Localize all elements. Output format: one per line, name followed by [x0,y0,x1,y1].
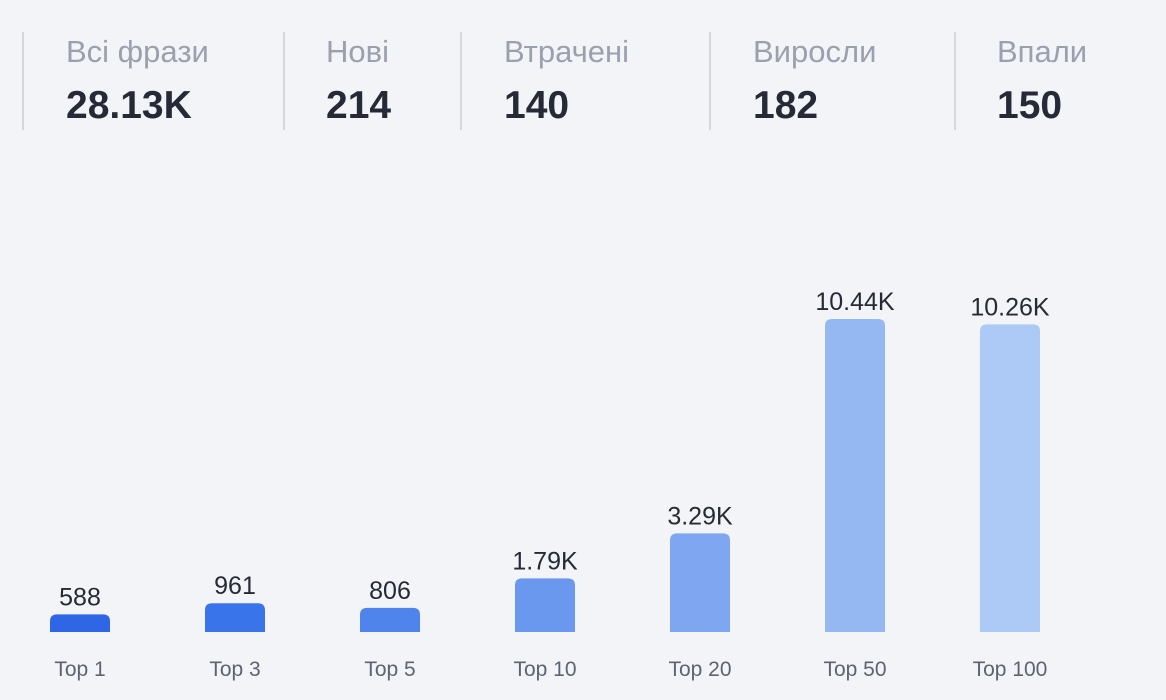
category-label: Top 5 [364,658,415,681]
category-label: Top 100 [973,658,1048,681]
stat-all-phrases[interactable]: Всі фрази 28.13K [22,32,284,130]
bar-top-5[interactable] [360,607,420,632]
category-label: Top 10 [513,658,576,681]
stat-value: 214 [326,84,392,127]
bar-value-label: 961 [214,572,256,600]
category-label: Top 20 [668,658,731,681]
positions-bar-chart: 588 Top 1 961 Top 3 806 Top 5 1.79K Top 10 3.29K… [50,288,1050,681]
category-label: Top 3 [209,658,260,681]
category-label: Top 50 [823,658,886,681]
bar-top-10[interactable] [515,578,575,632]
bar-value-label: 1.79K [512,547,578,575]
stat-declined[interactable]: Впали 150 [954,32,1154,130]
stat-improved[interactable]: Виросли 182 [709,32,955,130]
stat-value: 150 [997,84,1063,127]
bar-value-label: 588 [59,583,101,611]
bar-top-3[interactable] [205,603,265,632]
stat-value: 140 [504,84,570,127]
bar-top-1[interactable] [50,614,110,632]
bar-value-label: 806 [369,577,411,605]
stat-label: Всі фрази [66,34,209,69]
stat-value: 28.13K [66,84,192,127]
stat-label: Нові [326,34,389,69]
category-label: Top 1 [54,658,105,681]
stat-new[interactable]: Нові 214 [283,32,461,130]
stats-summary: Всі фрази 28.13K Нові 214 Втрачені 140 В… [0,0,1166,140]
bar-top-100[interactable] [980,324,1040,632]
stat-value: 182 [753,84,819,127]
stat-label: Виросли [753,34,877,69]
stat-label: Впали [997,34,1088,69]
bar-value-label: 10.44K [815,288,895,316]
bar-value-label: 3.29K [667,502,733,530]
bar-top-20[interactable] [670,533,730,632]
bar-value-label: 10.26K [970,293,1050,321]
bar-top-50[interactable] [825,319,885,632]
stat-lost[interactable]: Втрачені 140 [460,32,710,130]
stat-label: Втрачені [504,34,630,69]
